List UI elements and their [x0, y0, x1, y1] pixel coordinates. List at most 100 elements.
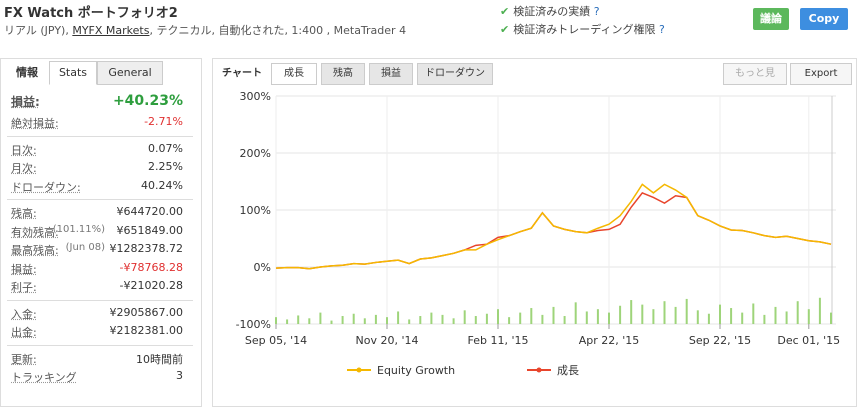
volume-bar [530, 308, 533, 324]
volume-bar [374, 314, 377, 324]
y-tick-label: -100% [236, 318, 271, 331]
x-tick-label: Nov 20, '14 [356, 334, 419, 347]
stat-row: 残高: ¥644720.00 [11, 205, 183, 223]
stat-row: 月次: 2.25% [11, 160, 183, 178]
verified-text: 検証済みの実績 [513, 5, 591, 18]
volume-bar [619, 305, 622, 324]
stats-panel: 情報 Stats General 損益: +40.23% 絶対損益: -2.71% 日次: 0.… [0, 58, 202, 407]
volume-bar [641, 304, 644, 324]
separator [7, 344, 193, 346]
volume-bar [585, 311, 588, 324]
volume-bar [574, 302, 577, 324]
stat-value: 10時間前 [136, 352, 183, 366]
volume-bar [308, 318, 311, 324]
volume-bar [730, 308, 733, 324]
volume-bar [541, 314, 544, 324]
stat-value: +40.23% [112, 93, 183, 109]
stat-label: 損益: [11, 95, 40, 109]
broker-link[interactable]: MYFX Markets [72, 24, 150, 37]
volume-bar [441, 314, 444, 324]
stat-value: 0.07% [148, 141, 183, 155]
volume-bar [663, 301, 666, 324]
volume-bar [696, 310, 699, 324]
volume-bar [508, 317, 511, 324]
volume-bar [563, 316, 566, 324]
volume-bar [452, 318, 455, 324]
series-line [275, 191, 832, 270]
tab[interactable]: Stats [49, 61, 97, 85]
volume-bar [341, 316, 344, 324]
stat-label: 有効残高: [11, 225, 59, 239]
stat-value: 40.24% [141, 178, 183, 192]
volume-bar [674, 306, 677, 324]
stat-value: 3 [176, 369, 183, 382]
x-tick-label: Sep 22, '15 [689, 334, 751, 347]
legend-label: Equity Growth [377, 364, 455, 377]
volume-bar [408, 319, 411, 324]
copy-button[interactable]: Copy [800, 8, 848, 30]
stat-value: ¥1282378.72 [109, 242, 183, 255]
volume-bar [552, 306, 555, 324]
volume-bar [485, 313, 488, 324]
stat-label: 絶対損益: [11, 117, 59, 130]
volume-bar [286, 319, 289, 324]
stat-value: ¥2182381.00 [109, 324, 183, 337]
y-tick-label: 0% [254, 261, 271, 274]
chart-panel: -100% 0% 100% 200% 300% Sep 05, '14 Nov 20, '1… [212, 58, 857, 407]
volume-bar [774, 306, 777, 324]
chart-tab[interactable]: 損益 [369, 63, 413, 85]
subtitle: リアル (JPY), MYFX Markets, テクニカル, 自動化された, … [4, 22, 406, 38]
tab[interactable]: General [97, 61, 163, 85]
stat-label: 残高: [11, 207, 37, 220]
legend-marker [536, 367, 542, 373]
chart-tab[interactable]: チャート [217, 63, 267, 85]
stat-label: 損益: [11, 262, 37, 276]
legend-label: 成長 [557, 364, 579, 377]
volume-bar [330, 320, 333, 324]
stat-label: 最高残高: [11, 244, 59, 257]
stat-label: 更新: [11, 352, 37, 366]
subtitle-text: , テクニカル, 自動化された, 1:400 , MetaTrader 4 [149, 24, 407, 37]
export-button[interactable]: Export [790, 63, 852, 85]
separator [7, 299, 193, 301]
separator [7, 135, 193, 137]
more-button[interactable]: もっと見 [723, 63, 787, 85]
volume-bar [463, 310, 466, 324]
x-tick-label: Apr 22, '15 [579, 334, 640, 347]
title: FX Watch ポートフォリオ2 [4, 6, 178, 21]
separator [7, 199, 193, 200]
stat-row: 利子: -¥21020.28 [11, 279, 183, 297]
stat-label: 入金: [11, 307, 37, 321]
stat-value: -2.71% [144, 115, 183, 128]
verified: ✔ 検証済みトレーディング権限 ? [500, 23, 665, 36]
stat-value: -¥78768.28 [119, 260, 183, 274]
stat-row: 絶対損益: -2.71% [11, 115, 183, 133]
series-line [275, 183, 832, 270]
stat-value: ¥644720.00 [116, 205, 183, 218]
verified: ✔ 検証済みの実績 ? [500, 5, 600, 18]
volume-bar [707, 313, 710, 324]
volume-bar [719, 304, 721, 324]
stat-note: (Jun 08) [65, 242, 105, 253]
chart-tab[interactable]: 残高 [321, 63, 365, 85]
x-tick-label: Dec 01, '15 [777, 334, 840, 347]
volume-bar [474, 316, 477, 324]
volume-bar [763, 314, 766, 324]
discuss-button[interactable]: 議論 [753, 8, 789, 30]
chart-tab[interactable]: 成長 [271, 63, 317, 85]
stat-value: ¥651849.00 [116, 223, 183, 237]
stat-value: 2.25% [148, 160, 183, 173]
stat-row: 出金: ¥2182381.00 [11, 324, 183, 342]
stat-label: ドローダウン: [11, 180, 81, 194]
volume-bar [652, 309, 655, 324]
y-tick-label: 200% [240, 147, 271, 160]
chart-tab[interactable]: ドローダウン [417, 63, 493, 85]
volume-bar [275, 317, 277, 324]
subtitle-text: リアル (JPY), [4, 24, 73, 37]
volume-bar [319, 312, 322, 324]
legend-marker [356, 367, 362, 373]
volume-bar [796, 301, 799, 324]
volume-bar [430, 312, 433, 324]
tab[interactable]: 情報 [5, 61, 49, 85]
